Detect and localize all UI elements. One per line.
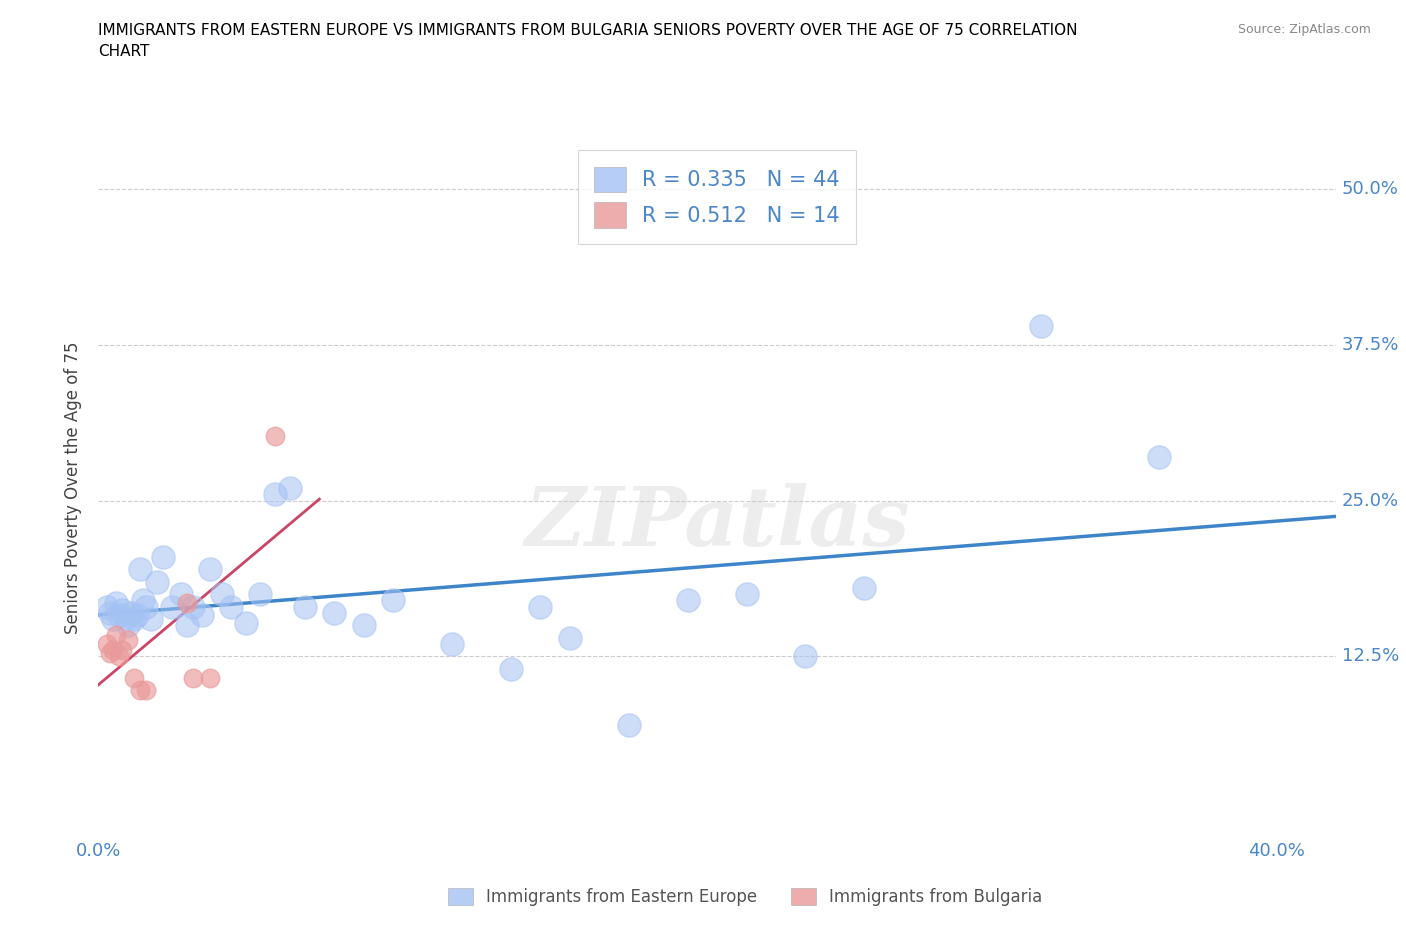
Point [219, 599, 242, 614]
Point [499, 661, 522, 676]
Point [264, 429, 287, 444]
Point [98, 605, 121, 620]
Text: 37.5%: 37.5% [1341, 336, 1399, 354]
Point [323, 605, 346, 620]
Text: 50.0%: 50.0% [1341, 180, 1399, 198]
Point [264, 487, 287, 502]
Point [735, 587, 758, 602]
Point [676, 593, 699, 608]
Point [131, 593, 153, 608]
Point [211, 587, 233, 602]
Point [190, 608, 212, 623]
Point [294, 599, 316, 614]
Point [128, 683, 150, 698]
Point [278, 481, 301, 496]
Point [122, 671, 145, 685]
Point [200, 671, 222, 685]
Point [117, 618, 139, 632]
Y-axis label: Seniors Poverty Over the Age of 75: Seniors Poverty Over the Age of 75 [65, 342, 83, 634]
Point [152, 550, 174, 565]
Point [98, 645, 121, 660]
Point [101, 643, 124, 658]
Point [96, 599, 118, 614]
Point [181, 671, 204, 685]
Point [617, 717, 640, 732]
Point [122, 612, 145, 627]
Point [96, 636, 118, 651]
Point [120, 605, 142, 620]
Point [1029, 319, 1052, 334]
Point [101, 612, 124, 627]
Text: CHART: CHART [98, 44, 150, 59]
Legend: Immigrants from Eastern Europe, Immigrants from Bulgaria: Immigrants from Eastern Europe, Immigran… [441, 881, 1049, 912]
Point [108, 649, 131, 664]
Text: 25.0%: 25.0% [1341, 492, 1399, 510]
Point [111, 603, 134, 618]
Point [141, 612, 163, 627]
Point [558, 631, 581, 645]
Point [382, 593, 405, 608]
Point [105, 595, 128, 610]
Point [128, 562, 150, 577]
Point [105, 628, 128, 643]
Text: Source: ZipAtlas.com: Source: ZipAtlas.com [1237, 23, 1371, 36]
Point [111, 643, 134, 658]
Point [853, 580, 876, 595]
Point [117, 632, 139, 647]
Point [1147, 450, 1170, 465]
Point [353, 618, 375, 632]
Point [529, 599, 551, 614]
Point [135, 599, 157, 614]
Point [146, 574, 169, 589]
Point [170, 587, 193, 602]
Point [176, 595, 198, 610]
Text: IMMIGRANTS FROM EASTERN EUROPE VS IMMIGRANTS FROM BULGARIA SENIORS POVERTY OVER : IMMIGRANTS FROM EASTERN EUROPE VS IMMIGR… [98, 23, 1078, 38]
Point [114, 612, 136, 627]
Point [160, 599, 183, 614]
Legend: R = 0.335   N = 44, R = 0.512   N = 14: R = 0.335 N = 44, R = 0.512 N = 14 [578, 150, 856, 245]
Point [794, 649, 817, 664]
Point [125, 608, 148, 623]
Point [200, 562, 222, 577]
Point [249, 587, 271, 602]
Point [440, 636, 463, 651]
Point [108, 608, 131, 623]
Text: 12.5%: 12.5% [1341, 647, 1399, 665]
Point [235, 616, 257, 631]
Point [135, 683, 157, 698]
Point [181, 599, 204, 614]
Text: ZIPatlas: ZIPatlas [524, 483, 910, 564]
Point [176, 618, 198, 632]
